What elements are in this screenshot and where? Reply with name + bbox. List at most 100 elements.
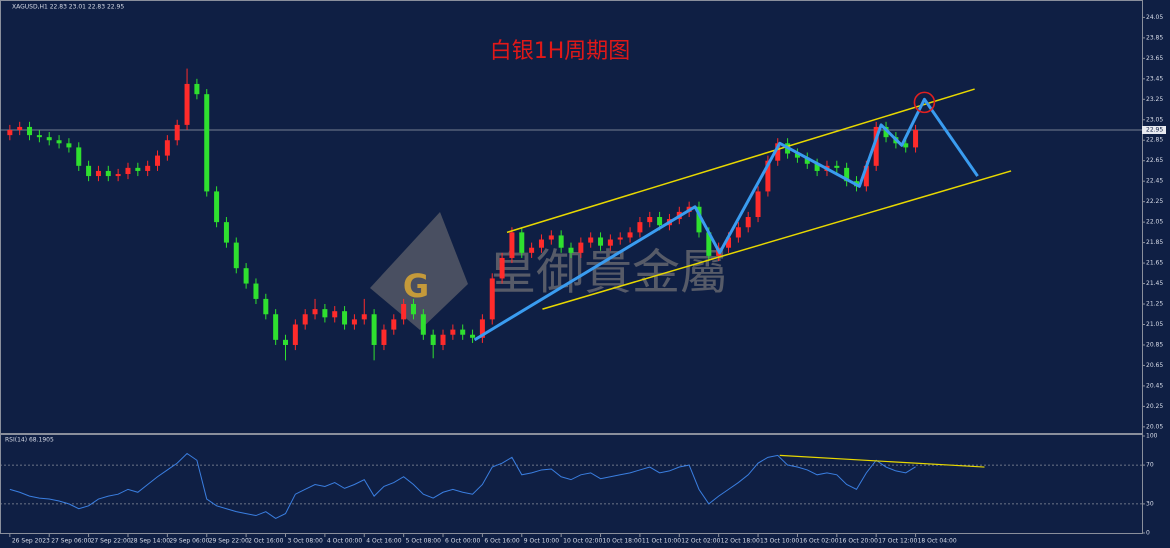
candle-body xyxy=(381,329,387,345)
candle-body xyxy=(578,242,584,253)
candle-body xyxy=(440,334,446,345)
candle-body xyxy=(391,319,397,330)
y-tick-label: 20.65 xyxy=(1146,362,1163,369)
candle-body xyxy=(627,232,633,238)
candle-body xyxy=(135,167,141,171)
candle-body xyxy=(302,314,308,325)
y-tick-label: 24.05 xyxy=(1146,14,1163,21)
candle-body xyxy=(755,191,761,218)
candle-body xyxy=(7,130,13,136)
candle-body xyxy=(263,298,269,315)
y-tick-label: 22.05 xyxy=(1146,219,1163,226)
candle-body xyxy=(125,167,131,175)
x-tick-label: 4 Oct 16:00 xyxy=(366,538,401,545)
candle-body xyxy=(568,247,574,253)
candle-body xyxy=(115,174,121,177)
y-tick-label: 23.05 xyxy=(1146,116,1163,123)
wave-path xyxy=(473,97,979,342)
y-tick-label: 23.25 xyxy=(1146,96,1163,103)
channel-line xyxy=(542,170,1012,310)
candle-body xyxy=(479,319,485,338)
x-tick-label: 5 Oct 08:00 xyxy=(406,538,441,545)
rsi-line xyxy=(9,452,916,520)
candle-body xyxy=(46,137,52,141)
y-tick-label: 22.45 xyxy=(1146,178,1163,185)
candle-body xyxy=(647,217,653,223)
candle-body xyxy=(745,217,751,228)
x-tick-label: 12 Oct 18:00 xyxy=(721,538,760,545)
candle-body xyxy=(312,309,318,315)
candle-body xyxy=(794,153,800,158)
y-tick-label: 23.65 xyxy=(1146,55,1163,62)
candle-body xyxy=(332,311,338,318)
candle-body xyxy=(420,314,426,335)
candle-body xyxy=(86,165,92,177)
candle-body xyxy=(499,257,505,279)
y-tick-label: 20.85 xyxy=(1146,341,1163,348)
candle-body xyxy=(155,155,161,166)
x-tick-label: 26 Sep 2023 xyxy=(12,538,50,545)
candle-body xyxy=(66,143,72,148)
x-tick-label: 12 Oct 02:00 xyxy=(681,538,720,545)
y-tick-label: 22.25 xyxy=(1146,198,1163,205)
logo: G xyxy=(370,212,468,330)
logo-text: G xyxy=(403,267,429,305)
chart-title: 白银1H周期图 xyxy=(490,39,631,64)
candle-body xyxy=(351,319,357,325)
y-tick-label: 21.65 xyxy=(1146,260,1163,267)
candle-body xyxy=(883,126,889,138)
y-tick-label: 20.45 xyxy=(1146,382,1163,389)
x-tick-label: 6 Oct 16:00 xyxy=(484,538,519,545)
candle-body xyxy=(36,135,42,138)
x-tick-label: 4 Oct 00:00 xyxy=(327,538,362,545)
candle-body xyxy=(735,227,741,238)
x-tick-label: 27 Sep 22:00 xyxy=(91,538,131,545)
candle-body xyxy=(401,304,407,320)
x-tick-label: 3 Oct 08:00 xyxy=(288,538,323,545)
y-tick-label: 0 xyxy=(1146,530,1150,537)
candle-body xyxy=(430,334,436,345)
candle-body xyxy=(56,140,62,144)
candle-body xyxy=(243,268,249,284)
candle-body xyxy=(844,167,850,182)
candle-body xyxy=(342,311,348,325)
x-tick-label: 28 Sep 14:00 xyxy=(130,538,170,545)
candle-body xyxy=(538,239,544,248)
candle-body xyxy=(174,124,180,141)
candle-body xyxy=(233,242,239,269)
x-tick-label: 16 Oct 02:00 xyxy=(799,538,838,545)
current-price-box xyxy=(1142,126,1166,135)
candle-body xyxy=(696,206,702,233)
x-tick-label: 27 Sep 06:00 xyxy=(51,538,91,545)
candle-body xyxy=(470,334,476,338)
x-tick-label: 18 Oct 04:00 xyxy=(918,538,957,545)
candle-body xyxy=(145,165,151,171)
y-tick-label: 23.85 xyxy=(1146,34,1163,41)
x-tick-label: 17 Oct 12:00 xyxy=(878,538,917,545)
candle-body xyxy=(489,278,495,320)
candle-body xyxy=(598,237,604,246)
candle-body xyxy=(322,309,328,318)
rsi-title: RSI(14) 68.1905 xyxy=(5,437,54,444)
y-tick-label: 22.65 xyxy=(1146,157,1163,164)
candle-body xyxy=(903,143,909,148)
watermark: 皇御貴金屬 xyxy=(488,245,728,301)
x-tick-label: 13 Oct 10:00 xyxy=(760,538,799,545)
candle-body xyxy=(657,217,663,226)
candle-body xyxy=(509,232,515,258)
candle-body xyxy=(27,126,33,136)
y-tick-label: 22.85 xyxy=(1146,137,1163,144)
candle-body xyxy=(283,339,288,345)
candle-body xyxy=(292,324,298,345)
y-tick-label: 21.25 xyxy=(1146,301,1163,308)
candle-body xyxy=(253,283,259,299)
candle-body xyxy=(548,235,554,240)
candle-body xyxy=(726,237,732,248)
candle-body xyxy=(775,143,781,161)
candle-body xyxy=(529,247,535,253)
y-tick-label: 30 xyxy=(1146,500,1154,507)
candle-body xyxy=(184,83,190,125)
candle-body xyxy=(450,329,456,335)
candle-body xyxy=(588,237,594,243)
candle-body xyxy=(637,222,643,233)
